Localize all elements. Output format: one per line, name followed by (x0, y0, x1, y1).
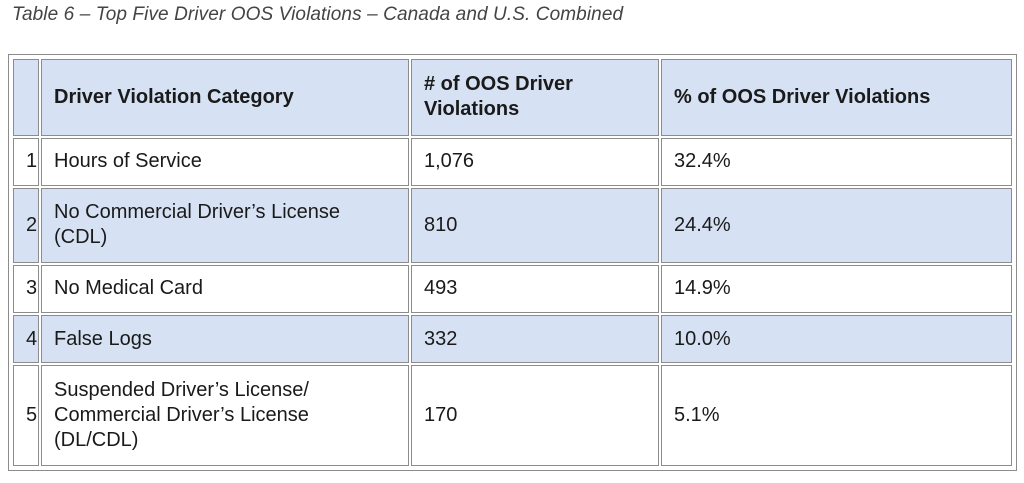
header-category: Driver Violation Category (41, 59, 409, 136)
table-row: 2 No Commercial Driver’s License (CDL) 8… (13, 187, 1012, 263)
header-count: # of OOS Driver Violations (411, 59, 659, 136)
row-percent: 14.9% (661, 264, 1012, 313)
row-rank: 5 (13, 365, 39, 466)
row-rank: 2 (13, 187, 39, 263)
row-count: 332 (411, 314, 659, 364)
row-category: No Commercial Driver’s License (CDL) (41, 187, 409, 263)
table-row: 4 False Logs 332 10.0% (13, 314, 1012, 364)
table-row: 1 Hours of Service 1,076 32.4% (13, 137, 1012, 186)
row-count: 170 (411, 365, 659, 466)
row-category: Suspended Driver’s License/ Commercial D… (41, 365, 409, 466)
violations-table: Driver Violation Category # of OOS Drive… (11, 57, 1014, 468)
table-caption: Table 6 – Top Five Driver OOS Violations… (12, 4, 624, 25)
row-category: False Logs (41, 314, 409, 364)
row-rank: 1 (13, 137, 39, 186)
row-category: Hours of Service (41, 137, 409, 186)
row-percent: 32.4% (661, 137, 1012, 186)
header-percent: % of OOS Driver Violations (661, 59, 1012, 136)
row-percent: 5.1% (661, 365, 1012, 466)
table-header-row: Driver Violation Category # of OOS Drive… (13, 59, 1012, 136)
header-rank (13, 59, 39, 136)
violations-table-frame: Driver Violation Category # of OOS Drive… (8, 54, 1017, 471)
row-percent: 10.0% (661, 314, 1012, 364)
row-category: No Medical Card (41, 264, 409, 313)
row-count: 1,076 (411, 137, 659, 186)
row-count: 493 (411, 264, 659, 313)
row-rank: 3 (13, 264, 39, 313)
row-percent: 24.4% (661, 187, 1012, 263)
row-count: 810 (411, 187, 659, 263)
table-row: 3 No Medical Card 493 14.9% (13, 264, 1012, 313)
row-rank: 4 (13, 314, 39, 364)
table-row: 5 Suspended Driver’s License/ Commercial… (13, 365, 1012, 466)
